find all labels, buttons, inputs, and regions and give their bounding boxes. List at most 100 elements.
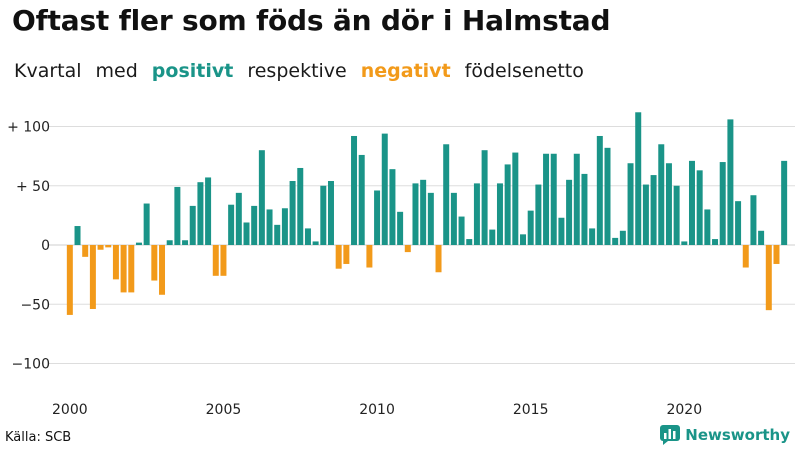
bar	[266, 209, 273, 245]
bar	[120, 245, 127, 293]
bar	[151, 245, 158, 281]
bar	[281, 208, 288, 245]
bar	[550, 153, 557, 245]
bar	[182, 240, 189, 245]
bar	[82, 245, 89, 257]
bar	[243, 222, 250, 246]
bar	[427, 192, 434, 245]
bar	[612, 237, 619, 245]
subtitle-word: Kvartal	[14, 60, 82, 82]
bar	[105, 245, 112, 248]
bar	[558, 217, 565, 246]
y-tick-label: + 100	[7, 120, 50, 136]
x-tick-label: 2005	[206, 402, 242, 418]
bar	[450, 192, 457, 245]
bar	[581, 173, 588, 245]
bar	[251, 205, 258, 245]
bar	[673, 185, 680, 245]
subtitle-word: med	[95, 60, 138, 82]
bar	[381, 133, 388, 245]
bar	[335, 245, 342, 269]
bar	[573, 153, 580, 245]
bar	[366, 245, 373, 268]
bar	[435, 245, 442, 273]
bar	[535, 184, 542, 245]
bar	[458, 216, 465, 245]
bar	[420, 179, 427, 245]
bar	[228, 204, 235, 245]
bar	[374, 190, 381, 245]
bar	[343, 245, 350, 264]
bar	[735, 201, 742, 245]
bar	[635, 112, 642, 245]
bar	[389, 169, 396, 245]
bar	[473, 183, 480, 245]
bar	[74, 226, 81, 245]
bar	[750, 195, 757, 245]
source-note: Källa: SCB	[5, 430, 72, 445]
bar	[704, 209, 711, 245]
bar	[596, 135, 603, 245]
bar	[650, 175, 657, 245]
bar	[404, 245, 411, 253]
bar	[742, 245, 749, 268]
bar	[758, 230, 765, 245]
bar	[665, 163, 672, 246]
bar	[443, 144, 450, 245]
bar	[312, 241, 319, 245]
bar	[235, 192, 242, 245]
bar	[543, 153, 550, 245]
bar	[466, 239, 473, 245]
bar	[589, 228, 596, 245]
chart-subtitle: Kvartal med positivt respektive negativt föde…	[14, 60, 598, 82]
bar	[274, 224, 281, 245]
brand-logo: Newsworthy	[660, 425, 790, 445]
bar	[504, 164, 511, 245]
bar	[696, 170, 703, 245]
bar	[197, 182, 204, 245]
bar	[773, 245, 780, 264]
bar	[327, 181, 334, 245]
bar	[627, 163, 634, 246]
subtitle-word: födelsenetto	[464, 60, 584, 82]
bar	[658, 144, 665, 245]
bar	[765, 245, 772, 311]
bar	[220, 245, 227, 276]
bar	[489, 229, 496, 245]
y-tick-label: −100	[12, 357, 50, 373]
bar	[135, 242, 142, 245]
bar	[205, 177, 212, 245]
bar	[781, 160, 788, 246]
bar	[604, 147, 611, 245]
x-tick-label: 2015	[513, 402, 549, 418]
bar	[566, 179, 573, 245]
bar	[159, 245, 166, 295]
bar	[527, 210, 534, 245]
bar	[89, 245, 96, 309]
subtitle-word: respektive	[247, 60, 347, 82]
y-tick-label: −50	[20, 297, 50, 313]
bar	[412, 183, 419, 245]
bar	[174, 186, 181, 246]
bar	[351, 135, 358, 245]
bar	[481, 150, 488, 245]
bar	[719, 162, 726, 245]
chart-title: Oftast fler som föds än dör i Halmstad	[12, 4, 611, 37]
bar	[397, 211, 404, 245]
subtitle-positive: positivt	[151, 60, 234, 82]
bar	[212, 245, 219, 276]
bar	[258, 150, 265, 245]
bar	[727, 119, 734, 245]
bar	[642, 184, 649, 245]
bar	[143, 203, 150, 246]
x-tick-label: 2020	[666, 402, 702, 418]
bar	[712, 239, 719, 245]
bar	[289, 181, 296, 245]
bar	[688, 160, 695, 246]
x-tick-label: 2010	[359, 402, 395, 418]
bar	[304, 228, 311, 245]
bar	[496, 183, 503, 245]
brand-name: Newsworthy	[685, 426, 790, 444]
bar	[619, 230, 626, 245]
